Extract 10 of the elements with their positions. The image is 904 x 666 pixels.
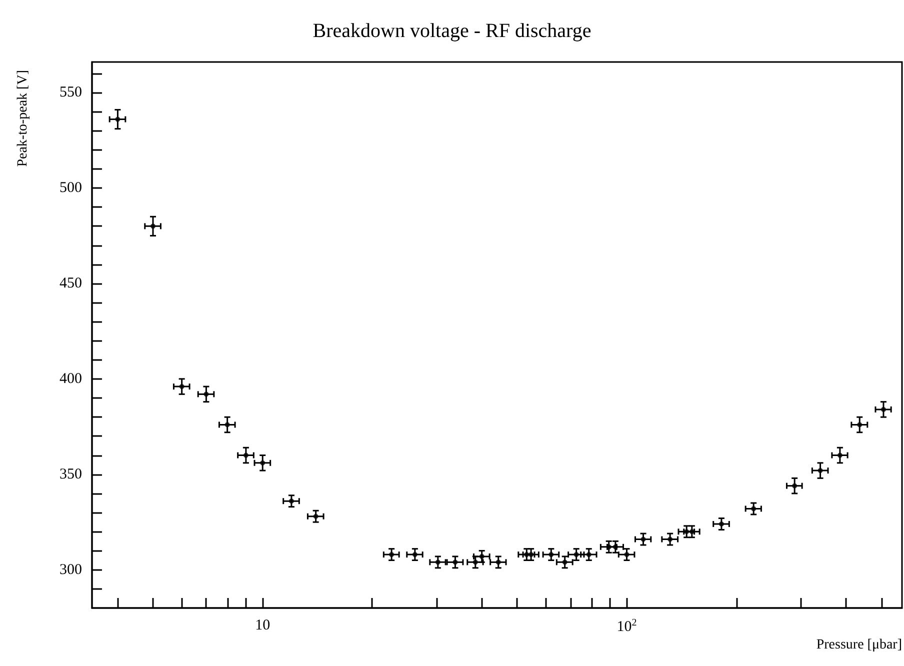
y-tick-label: 550 [60, 84, 82, 101]
y-tick-label: 500 [60, 180, 82, 196]
y-tick-label: 350 [60, 466, 82, 482]
x-tick-label: 10 [255, 618, 270, 634]
y-tick-label: 450 [60, 275, 82, 292]
chart-title: Breakdown voltage - RF discharge [312, 20, 592, 42]
x-axis-title: Pressure [μbar] [816, 638, 902, 652]
y-axis-title: Peak-to-peak [V] [16, 70, 30, 167]
y-tick-label: 300 [60, 562, 82, 578]
y-tick-label: 400 [60, 370, 82, 387]
